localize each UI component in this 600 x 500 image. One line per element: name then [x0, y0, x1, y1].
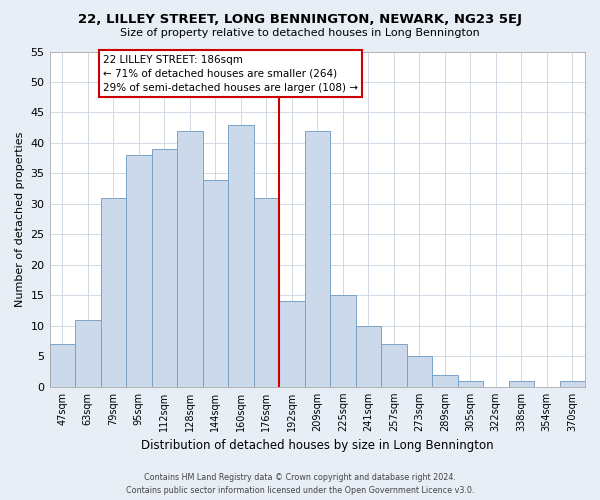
Text: 22 LILLEY STREET: 186sqm
← 71% of detached houses are smaller (264)
29% of semi-: 22 LILLEY STREET: 186sqm ← 71% of detach…: [103, 54, 358, 92]
Bar: [381, 344, 407, 387]
Bar: [560, 380, 585, 387]
Bar: [458, 380, 483, 387]
Bar: [254, 198, 279, 387]
Bar: [101, 198, 126, 387]
Bar: [509, 380, 534, 387]
Y-axis label: Number of detached properties: Number of detached properties: [15, 132, 25, 307]
Bar: [75, 320, 101, 387]
Bar: [407, 356, 432, 387]
X-axis label: Distribution of detached houses by size in Long Bennington: Distribution of detached houses by size …: [141, 440, 494, 452]
Text: Contains HM Land Registry data © Crown copyright and database right 2024.
Contai: Contains HM Land Registry data © Crown c…: [126, 474, 474, 495]
Bar: [305, 131, 330, 387]
Bar: [330, 296, 356, 387]
Text: 22, LILLEY STREET, LONG BENNINGTON, NEWARK, NG23 5EJ: 22, LILLEY STREET, LONG BENNINGTON, NEWA…: [78, 12, 522, 26]
Bar: [50, 344, 75, 387]
Bar: [356, 326, 381, 387]
Bar: [152, 149, 177, 387]
Bar: [203, 180, 228, 387]
Bar: [177, 131, 203, 387]
Bar: [126, 155, 152, 387]
Bar: [228, 124, 254, 387]
Bar: [279, 302, 305, 387]
Bar: [432, 374, 458, 387]
Text: Size of property relative to detached houses in Long Bennington: Size of property relative to detached ho…: [120, 28, 480, 38]
